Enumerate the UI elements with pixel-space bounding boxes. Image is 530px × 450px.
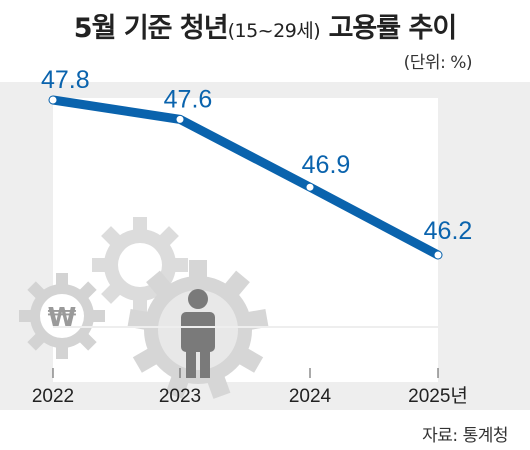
data-point-0 bbox=[49, 96, 57, 104]
data-point-2 bbox=[306, 183, 314, 191]
chart-title: 5월 기준 청년(15~29세) 고용률 추이 bbox=[0, 6, 530, 45]
unit-label: (단위: %) bbox=[403, 53, 473, 73]
x-tick-label-0: 2022 bbox=[32, 386, 74, 407]
title-end: 고용률 추이 bbox=[320, 13, 458, 44]
title-main: 5월 기준 청년 bbox=[73, 13, 229, 44]
series-line bbox=[48, 95, 443, 260]
x-tick-label-2: 2024 bbox=[289, 386, 332, 407]
x-tick-label-3: 2025년 bbox=[408, 385, 468, 407]
x-axis-ticks bbox=[52, 368, 439, 378]
person-icon bbox=[181, 289, 215, 378]
data-label-1: 47.6 bbox=[164, 85, 213, 113]
data-label-0: 47.8 bbox=[41, 66, 90, 94]
data-point-3 bbox=[434, 251, 442, 259]
x-axis-labels: 2022 2023 2024 2025년 bbox=[32, 385, 468, 407]
svg-text:₩: ₩ bbox=[48, 303, 77, 333]
data-label-3: 46.2 bbox=[424, 217, 473, 245]
title-age-range: (15~29세) bbox=[227, 20, 321, 42]
x-tick-label-1: 2023 bbox=[159, 386, 201, 407]
gear-person-icon bbox=[127, 260, 269, 399]
data-point-1 bbox=[176, 115, 184, 123]
source-note: 자료: 통계청 bbox=[422, 426, 508, 446]
gear-won-icon: ₩ bbox=[19, 273, 105, 359]
gear-illustration: ₩ bbox=[19, 217, 269, 399]
series-group: 47.8 47.6 46.9 46.2 bbox=[41, 66, 473, 260]
data-label-2: 46.9 bbox=[302, 151, 351, 179]
